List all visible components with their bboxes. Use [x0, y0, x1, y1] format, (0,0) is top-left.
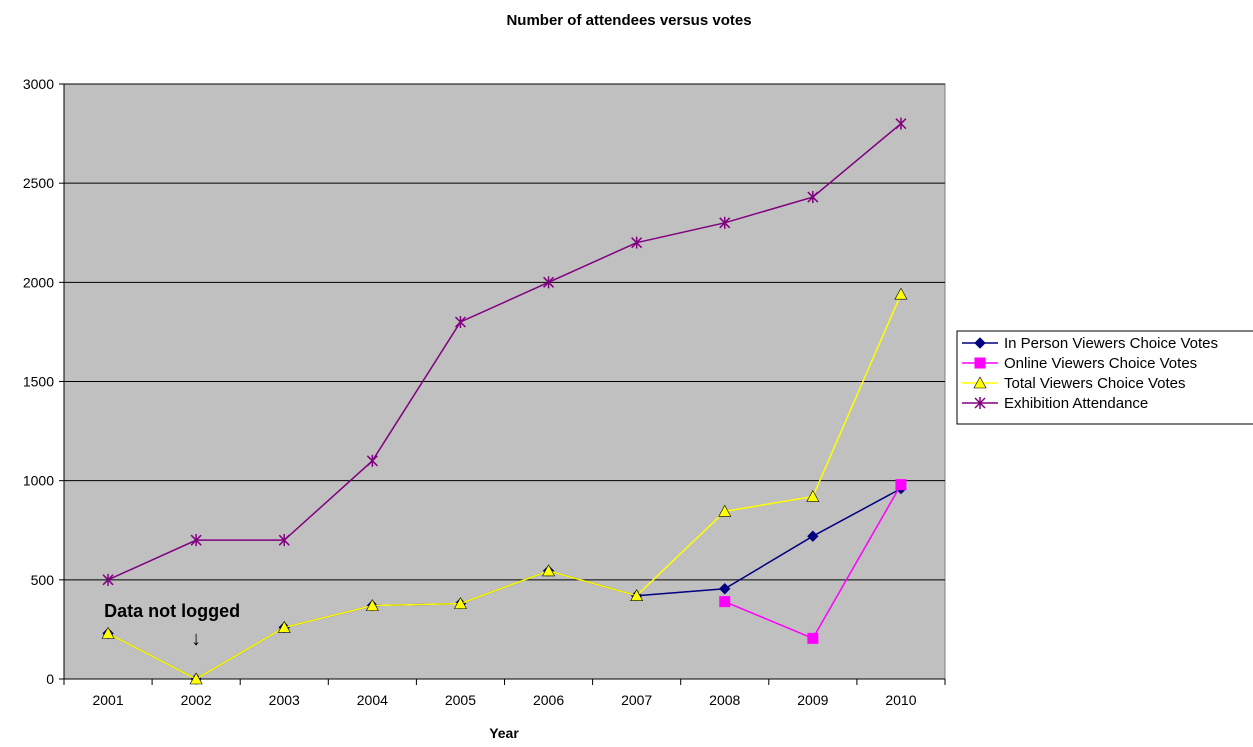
data-point-total-viewers-choice-votes-2010: [894, 287, 908, 300]
annotations: Data not logged ↓: [104, 601, 240, 650]
y-tick-label-1000: 1000: [23, 473, 54, 489]
data-point-exhibition-attendance-2010: [895, 117, 907, 130]
legend: In Person Viewers Choice Votes Online Vie…: [956, 330, 1253, 425]
legend-box: [956, 330, 1253, 425]
data-point-exhibition-attendance-2002: [190, 534, 202, 547]
data-point-exhibition-attendance-2008: [719, 216, 731, 229]
gridlines: [64, 83, 945, 581]
legend-marker: [973, 376, 987, 389]
x-tick-label-2010: 2010: [885, 692, 916, 708]
series-online-viewers-choice-votes: [719, 479, 907, 644]
data-point-exhibition-attendance-2009: [807, 191, 819, 204]
x-tick-label-2009: 2009: [797, 692, 828, 708]
chart-title: Number of attendees versus votes: [506, 12, 751, 29]
legend-marker: [974, 357, 986, 369]
x-axis-label: Year: [489, 725, 519, 741]
data-point-exhibition-attendance-2004: [366, 454, 378, 467]
data-point-exhibition-attendance-2005: [454, 316, 466, 328]
series-layer: [101, 117, 908, 685]
series-exhibition-attendance: [102, 117, 907, 586]
legend-label: Exhibition Attendance: [1004, 395, 1148, 412]
data-point-in-person-viewers-choice-votes-2008: [719, 583, 731, 595]
y-tick-label-0: 0: [46, 671, 54, 687]
legend-item-total-viewers-choice-votes: Total Viewers Choice Votes: [962, 375, 1186, 392]
data-point-exhibition-attendance-2006: [543, 276, 555, 289]
data-point-exhibition-attendance-2001: [102, 573, 114, 586]
legend-marker: [974, 337, 986, 349]
legend-label: In Person Viewers Choice Votes: [1004, 335, 1218, 352]
x-tick-label-2002: 2002: [181, 692, 212, 708]
legend-item-online-viewers-choice-votes: Online Viewers Choice Votes: [962, 355, 1197, 372]
data-point-online-viewers-choice-votes-2009: [807, 632, 819, 644]
x-tick-label-2001: 2001: [92, 692, 123, 708]
data-point-online-viewers-choice-votes-2008: [719, 596, 731, 608]
annotation-text: Data not logged: [104, 601, 240, 621]
data-point-total-viewers-choice-votes-2004: [365, 598, 379, 611]
x-axis-ticks: 2001 2002 2003 2004 2005 2006 2007 2008 2009 2010: [63, 679, 946, 708]
data-point-total-viewers-choice-votes-2003: [277, 620, 291, 633]
legend-label: Total Viewers Choice Votes: [1004, 375, 1186, 392]
data-point-total-viewers-choice-votes-2008: [718, 504, 732, 517]
data-point-in-person-viewers-choice-votes-2009: [807, 530, 819, 542]
y-tick-label-2500: 2500: [23, 175, 54, 191]
x-tick-label-2006: 2006: [533, 692, 564, 708]
x-tick-label-2003: 2003: [269, 692, 300, 708]
data-point-total-viewers-choice-votes-2002: [189, 672, 203, 685]
legend-marker: [974, 397, 986, 409]
annotation-arrow: ↓: [191, 628, 201, 650]
x-tick-label-2004: 2004: [357, 692, 388, 708]
legend-item-in-person-viewers-choice-votes: In Person Viewers Choice Votes: [962, 335, 1218, 352]
data-point-total-viewers-choice-votes-2001: [101, 626, 115, 639]
y-tick-label-500: 500: [31, 572, 55, 588]
series-line-exhibition-attendance: [107, 123, 902, 581]
series-total-viewers-choice-votes: [101, 287, 908, 685]
y-tick-label-3000: 3000: [23, 76, 54, 92]
data-point-total-viewers-choice-votes-2009: [806, 489, 820, 502]
x-tick-label-2008: 2008: [709, 692, 740, 708]
y-axis-ticks: 0 500 1000 1500 2000 2500 3000: [23, 76, 64, 687]
data-point-exhibition-attendance-2007: [631, 236, 643, 249]
data-point-exhibition-attendance-2003: [278, 534, 290, 547]
legend-label: Online Viewers Choice Votes: [1004, 355, 1197, 372]
y-tick-label-2000: 2000: [23, 274, 54, 290]
series-line-total-viewers-choice-votes: [107, 293, 902, 680]
data-point-total-viewers-choice-votes-2006: [542, 564, 556, 577]
data-point-total-viewers-choice-votes-2005: [453, 597, 467, 609]
data-point-online-viewers-choice-votes-2010: [895, 479, 907, 491]
data-point-total-viewers-choice-votes-2007: [630, 589, 644, 602]
x-tick-label-2007: 2007: [621, 692, 652, 708]
x-tick-label-2005: 2005: [445, 692, 476, 708]
y-tick-label-1500: 1500: [23, 374, 54, 390]
legend-item-exhibition-attendance: Exhibition Attendance: [962, 395, 1148, 412]
